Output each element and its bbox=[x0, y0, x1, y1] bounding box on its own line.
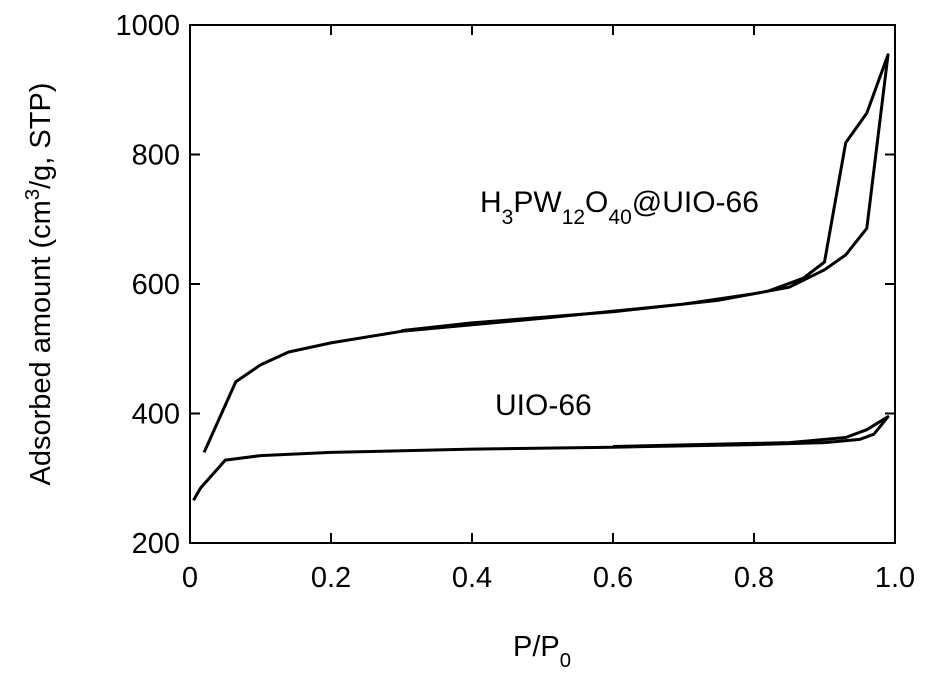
x-tick-label: 0.6 bbox=[593, 562, 633, 594]
y-tick-label: 200 bbox=[132, 528, 180, 560]
series-label: UIO-66 bbox=[495, 389, 592, 422]
x-axis-label: P/P0 bbox=[513, 631, 571, 672]
x-tick-label: 0.4 bbox=[452, 562, 492, 594]
x-tick-label: 0.2 bbox=[311, 562, 351, 594]
y-axis-label: Adsorbed amount (cm3/g, STP) bbox=[22, 83, 57, 486]
y-tick-label: 600 bbox=[132, 269, 180, 301]
y-tick-label: 1000 bbox=[115, 10, 180, 42]
y-tick-label: 800 bbox=[132, 140, 180, 172]
x-tick-label: 1.0 bbox=[875, 562, 915, 594]
x-tick-label: 0 bbox=[182, 562, 198, 594]
series-label: H3PW12O40@UIO-66 bbox=[480, 186, 759, 229]
isotherm-line bbox=[194, 417, 889, 501]
y-tick-label: 400 bbox=[132, 399, 180, 431]
x-tick-label: 0.8 bbox=[734, 562, 774, 594]
